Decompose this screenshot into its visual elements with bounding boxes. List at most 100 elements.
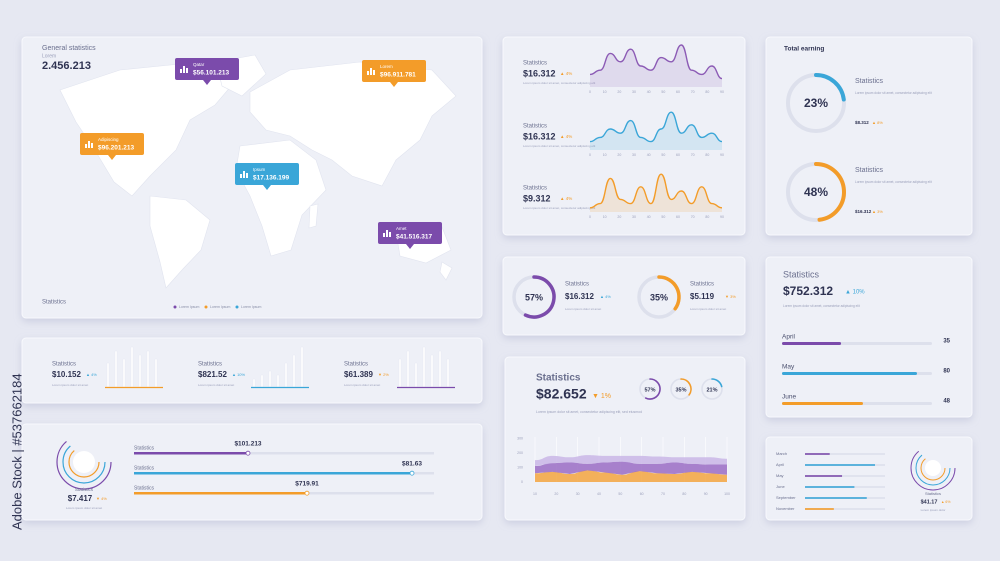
donut-ring: [915, 450, 951, 486]
x-tick-label: 0: [589, 153, 591, 157]
x-tick-label: 10: [603, 90, 607, 94]
callout-pointer: [108, 155, 116, 160]
legend-dot: [173, 305, 177, 309]
callout-icon: [180, 69, 182, 73]
mini-bar: [438, 350, 442, 388]
label: March: [776, 451, 787, 456]
y-tick-label: 300: [517, 436, 523, 440]
label: Statistics: [523, 124, 547, 130]
mini-bar: [414, 362, 418, 388]
label: $61.389: [344, 370, 373, 379]
continent: [439, 261, 453, 281]
callout-icon: [370, 68, 372, 75]
x-tick-label: 50: [661, 215, 665, 219]
map-title: General statistics: [42, 45, 96, 52]
label: Statistics: [344, 362, 368, 368]
label: $82.652: [536, 386, 587, 402]
legend-dot: [204, 305, 208, 309]
gauge-label: 35%: [650, 292, 668, 302]
label: ▲ 3%: [872, 209, 883, 214]
x-tick-label: 30: [632, 215, 636, 219]
label: ▲ 4%: [560, 196, 572, 201]
gauge-arc: [814, 162, 846, 222]
label: Lorem ipsum dolor sit amet: [66, 506, 102, 510]
legend-label: Lorem Ipsum: [179, 305, 200, 309]
donut-ring: [56, 434, 112, 490]
x-tick-label: 90: [704, 492, 708, 496]
label: Statistics: [536, 373, 581, 384]
x-tick-label: 90: [720, 215, 724, 219]
callout-icon: [367, 71, 369, 75]
x-tick-label: 0: [589, 215, 591, 219]
x-tick-label: 70: [691, 90, 695, 94]
mini-bar: [446, 358, 450, 388]
callout-icon: [85, 144, 87, 148]
mini-bar: [252, 378, 256, 388]
label: ▲ 6%: [941, 500, 951, 504]
label: $16.312: [523, 131, 556, 141]
bar: [805, 497, 867, 499]
panel: [21, 337, 483, 404]
label: $5.119: [690, 292, 715, 301]
label: Lorem ipsum dolor sit amet: [690, 307, 726, 311]
x-tick-label: 60: [676, 90, 680, 94]
callout-icon: [88, 141, 90, 148]
label: $16.312: [523, 68, 556, 78]
mini-bar: [106, 362, 110, 388]
label: 48: [943, 399, 950, 405]
x-tick-label: 20: [617, 153, 621, 157]
label: Statistics: [855, 78, 884, 85]
bar-track: [134, 452, 434, 455]
label: Statistics: [134, 465, 155, 471]
label: June: [782, 394, 796, 401]
callout-icon: [91, 143, 93, 148]
label: Lorem ipsum dolor sit amet, consectetur …: [523, 81, 595, 85]
label: ▼ 3%: [725, 294, 736, 299]
mini-bar: [146, 350, 150, 388]
wave-line: [589, 44, 723, 80]
panel: [765, 256, 973, 418]
watermark: Adobe Stock | #537662184: [9, 373, 24, 530]
label: Statistics: [134, 485, 155, 491]
label: Statistics: [855, 167, 884, 174]
mini-bar: [138, 354, 142, 388]
label: Statistics: [523, 186, 547, 192]
label: $719.91: [295, 481, 319, 488]
mini-bar: [114, 350, 118, 388]
label: $41.17: [921, 499, 938, 505]
callout-box: [235, 163, 299, 185]
label: $17.136.199: [253, 175, 290, 182]
label: $41.516.317: [396, 234, 433, 241]
x-tick-label: 50: [661, 90, 665, 94]
x-tick-label: 80: [705, 215, 709, 219]
donut-ring: [920, 455, 946, 481]
callout-box: [378, 222, 442, 244]
gauge-label: 23%: [804, 96, 828, 110]
label: May: [776, 473, 784, 478]
callout-box: [362, 60, 426, 82]
label: November: [776, 506, 795, 511]
label: ▲ 4%: [86, 372, 97, 377]
bar: [134, 472, 412, 475]
mini-bar: [122, 358, 126, 388]
bar: [134, 492, 307, 495]
x-tick-label: 20: [617, 215, 621, 219]
label: $752.312: [783, 284, 833, 298]
x-tick-label: 50: [661, 153, 665, 157]
bar-track: [805, 453, 885, 455]
label: ▲ 4%: [560, 71, 572, 76]
area: [535, 470, 727, 482]
x-tick-label: 0: [589, 90, 591, 94]
label: ▲ 10%: [232, 372, 246, 377]
x-tick-label: 90: [720, 153, 724, 157]
x-tick-label: 100: [724, 492, 730, 496]
label: $96.201.213: [98, 145, 135, 152]
bar-end: [409, 470, 415, 476]
label: April: [776, 462, 784, 467]
wave-area: [590, 45, 722, 87]
mini-bar: [276, 374, 280, 388]
gauge-label: 35%: [675, 387, 686, 393]
donut-ring: [62, 440, 106, 484]
callout-pointer: [406, 244, 414, 249]
